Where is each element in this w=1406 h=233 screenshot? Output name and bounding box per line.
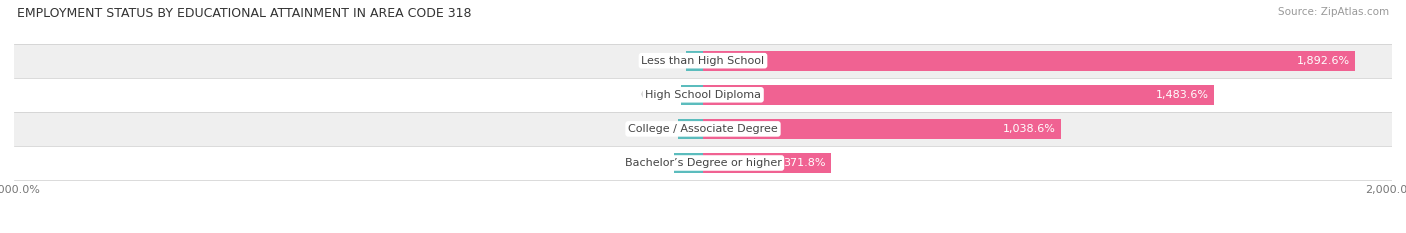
Text: Source: ZipAtlas.com: Source: ZipAtlas.com — [1278, 7, 1389, 17]
Text: Less than High School: Less than High School — [641, 56, 765, 66]
Bar — [14, 78, 1392, 112]
Text: 50.1%: 50.1% — [645, 56, 681, 66]
Text: 83.2%: 83.2% — [634, 158, 669, 168]
Text: 1,483.6%: 1,483.6% — [1156, 90, 1209, 100]
Text: EMPLOYMENT STATUS BY EDUCATIONAL ATTAINMENT IN AREA CODE 318: EMPLOYMENT STATUS BY EDUCATIONAL ATTAINM… — [17, 7, 471, 20]
Bar — [14, 44, 1392, 78]
Bar — [678, 119, 703, 139]
Text: Bachelor’s Degree or higher: Bachelor’s Degree or higher — [624, 158, 782, 168]
Bar — [681, 85, 703, 105]
Bar — [703, 85, 1213, 105]
Bar — [703, 153, 831, 173]
Bar — [675, 153, 703, 173]
Legend: In Labor Force, Unemployed: In Labor Force, Unemployed — [602, 230, 804, 233]
Text: 1,038.6%: 1,038.6% — [1002, 124, 1056, 134]
Bar — [686, 51, 703, 71]
Text: 1,892.6%: 1,892.6% — [1296, 56, 1350, 66]
Bar — [14, 112, 1392, 146]
Bar — [703, 51, 1355, 71]
Text: 63.8%: 63.8% — [641, 90, 676, 100]
Text: High School Diploma: High School Diploma — [645, 90, 761, 100]
Text: 71.6%: 71.6% — [638, 124, 673, 134]
Text: 371.8%: 371.8% — [783, 158, 825, 168]
Bar — [703, 119, 1060, 139]
Bar — [14, 146, 1392, 180]
Text: College / Associate Degree: College / Associate Degree — [628, 124, 778, 134]
